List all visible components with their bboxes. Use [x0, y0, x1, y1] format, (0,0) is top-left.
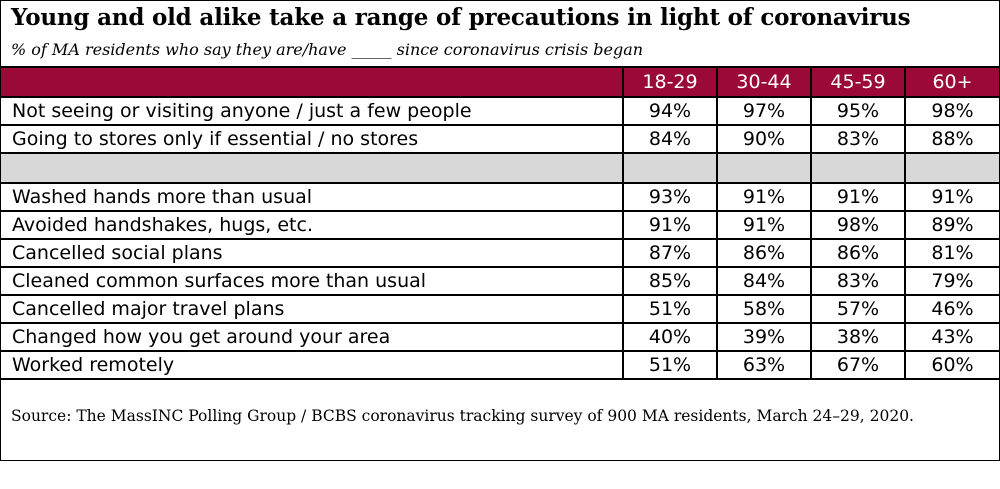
column-header-age-2: 45-59 [810, 66, 906, 98]
value-cell: 81% [904, 238, 999, 268]
table-row: Worked remotely 51% 63% 67% 60% [1, 350, 999, 380]
table-row: Cleaned common surfaces more than usual 8… [1, 266, 999, 296]
value-cell: 93% [622, 182, 718, 212]
table-row: Not seeing or visiting anyone / just a f… [1, 96, 999, 126]
value-cell: 84% [622, 124, 718, 154]
value-cell: 86% [716, 238, 812, 268]
value-cell: 83% [810, 266, 906, 296]
row-label: Cancelled major travel plans [1, 294, 624, 324]
value-cell: 91% [716, 182, 812, 212]
value-cell: 86% [810, 238, 906, 268]
source-note: Source: The MassINC Polling Group / BCBS… [11, 407, 914, 425]
column-header-age-3: 60+ [904, 66, 999, 98]
value-cell [810, 152, 906, 184]
row-label: Cleaned common surfaces more than usual [1, 266, 624, 296]
value-cell: 38% [810, 322, 906, 352]
value-cell: 79% [904, 266, 999, 296]
header-label-cell [1, 66, 624, 98]
value-cell: 39% [716, 322, 812, 352]
table-row: Cancelled major travel plans 51% 58% 57% 46% [1, 294, 999, 324]
table-row: Going to stores only if essential / no s… [1, 124, 999, 154]
value-cell: 90% [716, 124, 812, 154]
value-cell: 89% [904, 210, 999, 240]
value-cell: 98% [904, 96, 999, 126]
results-table: 18-29 30-44 45-59 60+ Not seeing or visiting… [1, 66, 999, 380]
value-cell: 91% [904, 182, 999, 212]
column-header-age-1: 30-44 [716, 66, 812, 98]
table-row: Changed how you get around your area 40% 3… [1, 322, 999, 352]
header-row: 18-29 30-44 45-59 60+ [1, 66, 999, 98]
table-row: Cancelled social plans 87% 86% 86% 81% [1, 238, 999, 268]
spacer-row [1, 152, 999, 184]
value-cell: 84% [716, 266, 812, 296]
value-cell [904, 152, 999, 184]
value-cell: 63% [716, 350, 812, 380]
value-cell: 88% [904, 124, 999, 154]
row-label [1, 152, 624, 184]
chart-title: Young and old alike take a range of prec… [11, 4, 911, 31]
value-cell: 43% [904, 322, 999, 352]
value-cell: 67% [810, 350, 906, 380]
value-cell: 87% [622, 238, 718, 268]
value-cell: 51% [622, 350, 718, 380]
value-cell: 46% [904, 294, 999, 324]
value-cell: 97% [716, 96, 812, 126]
value-cell: 91% [622, 210, 718, 240]
value-cell: 95% [810, 96, 906, 126]
row-label: Changed how you get around your area [1, 322, 624, 352]
value-cell: 58% [716, 294, 812, 324]
row-label: Going to stores only if essential / no s… [1, 124, 624, 154]
row-label: Washed hands more than usual [1, 182, 624, 212]
value-cell: 51% [622, 294, 718, 324]
table-row: Avoided handshakes, hugs, etc. 91% 91% 98% 8… [1, 210, 999, 240]
chart-subtitle: % of MA residents who say they are/have … [11, 40, 644, 59]
table-row: Washed hands more than usual 93% 91% 91% 91% [1, 182, 999, 212]
value-cell: 94% [622, 96, 718, 126]
results-table-body: 18-29 30-44 45-59 60+ Not seeing or visiting… [1, 66, 999, 380]
value-cell [622, 152, 718, 184]
row-label: Cancelled social plans [1, 238, 624, 268]
value-cell [716, 152, 812, 184]
value-cell: 85% [622, 266, 718, 296]
value-cell: 91% [716, 210, 812, 240]
value-cell: 57% [810, 294, 906, 324]
column-header-age-0: 18-29 [622, 66, 718, 98]
value-cell: 83% [810, 124, 906, 154]
row-label: Worked remotely [1, 350, 624, 380]
value-cell: 60% [904, 350, 999, 380]
value-cell: 98% [810, 210, 906, 240]
row-label: Not seeing or visiting anyone / just a f… [1, 96, 624, 126]
value-cell: 40% [622, 322, 718, 352]
row-label: Avoided handshakes, hugs, etc. [1, 210, 624, 240]
value-cell: 91% [810, 182, 906, 212]
